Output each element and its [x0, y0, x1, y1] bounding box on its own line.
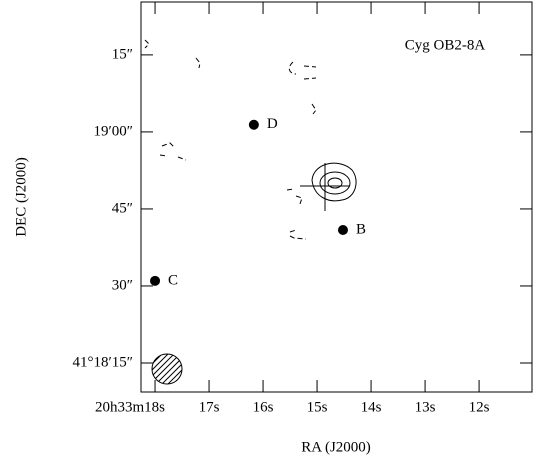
y-tick-label: 30″: [112, 277, 133, 293]
y-axis-label: DEC (J2000): [13, 157, 29, 237]
y-tick-label: 19′00″: [93, 123, 133, 139]
plot-frame: [140, 1, 533, 393]
x-tick-label: 17s: [199, 399, 220, 415]
point: [337, 224, 348, 235]
point-label: B: [356, 221, 366, 237]
chart-title: Cyg OB2-8A: [405, 37, 486, 53]
contours: [144, 39, 357, 240]
beam: [151, 353, 183, 385]
y-tick-label: 45″: [112, 200, 133, 216]
x-tick-label: 13s: [415, 399, 436, 415]
x-tick-label: 14s: [361, 399, 382, 415]
x-tick-label: 16s: [253, 399, 274, 415]
point: [248, 119, 259, 130]
x-tick-label: 20h33m18s: [95, 399, 165, 415]
y-tick-label: 41°18′15″: [72, 354, 133, 370]
y-tick-label: 15″: [112, 46, 133, 62]
x-axis-label: RA (J2000): [301, 439, 371, 455]
point-label: C: [168, 272, 178, 288]
x-tick-label: 15s: [307, 399, 328, 415]
x-tick-label: 12s: [469, 399, 490, 415]
point: [150, 275, 161, 286]
point-label: D: [267, 116, 278, 132]
